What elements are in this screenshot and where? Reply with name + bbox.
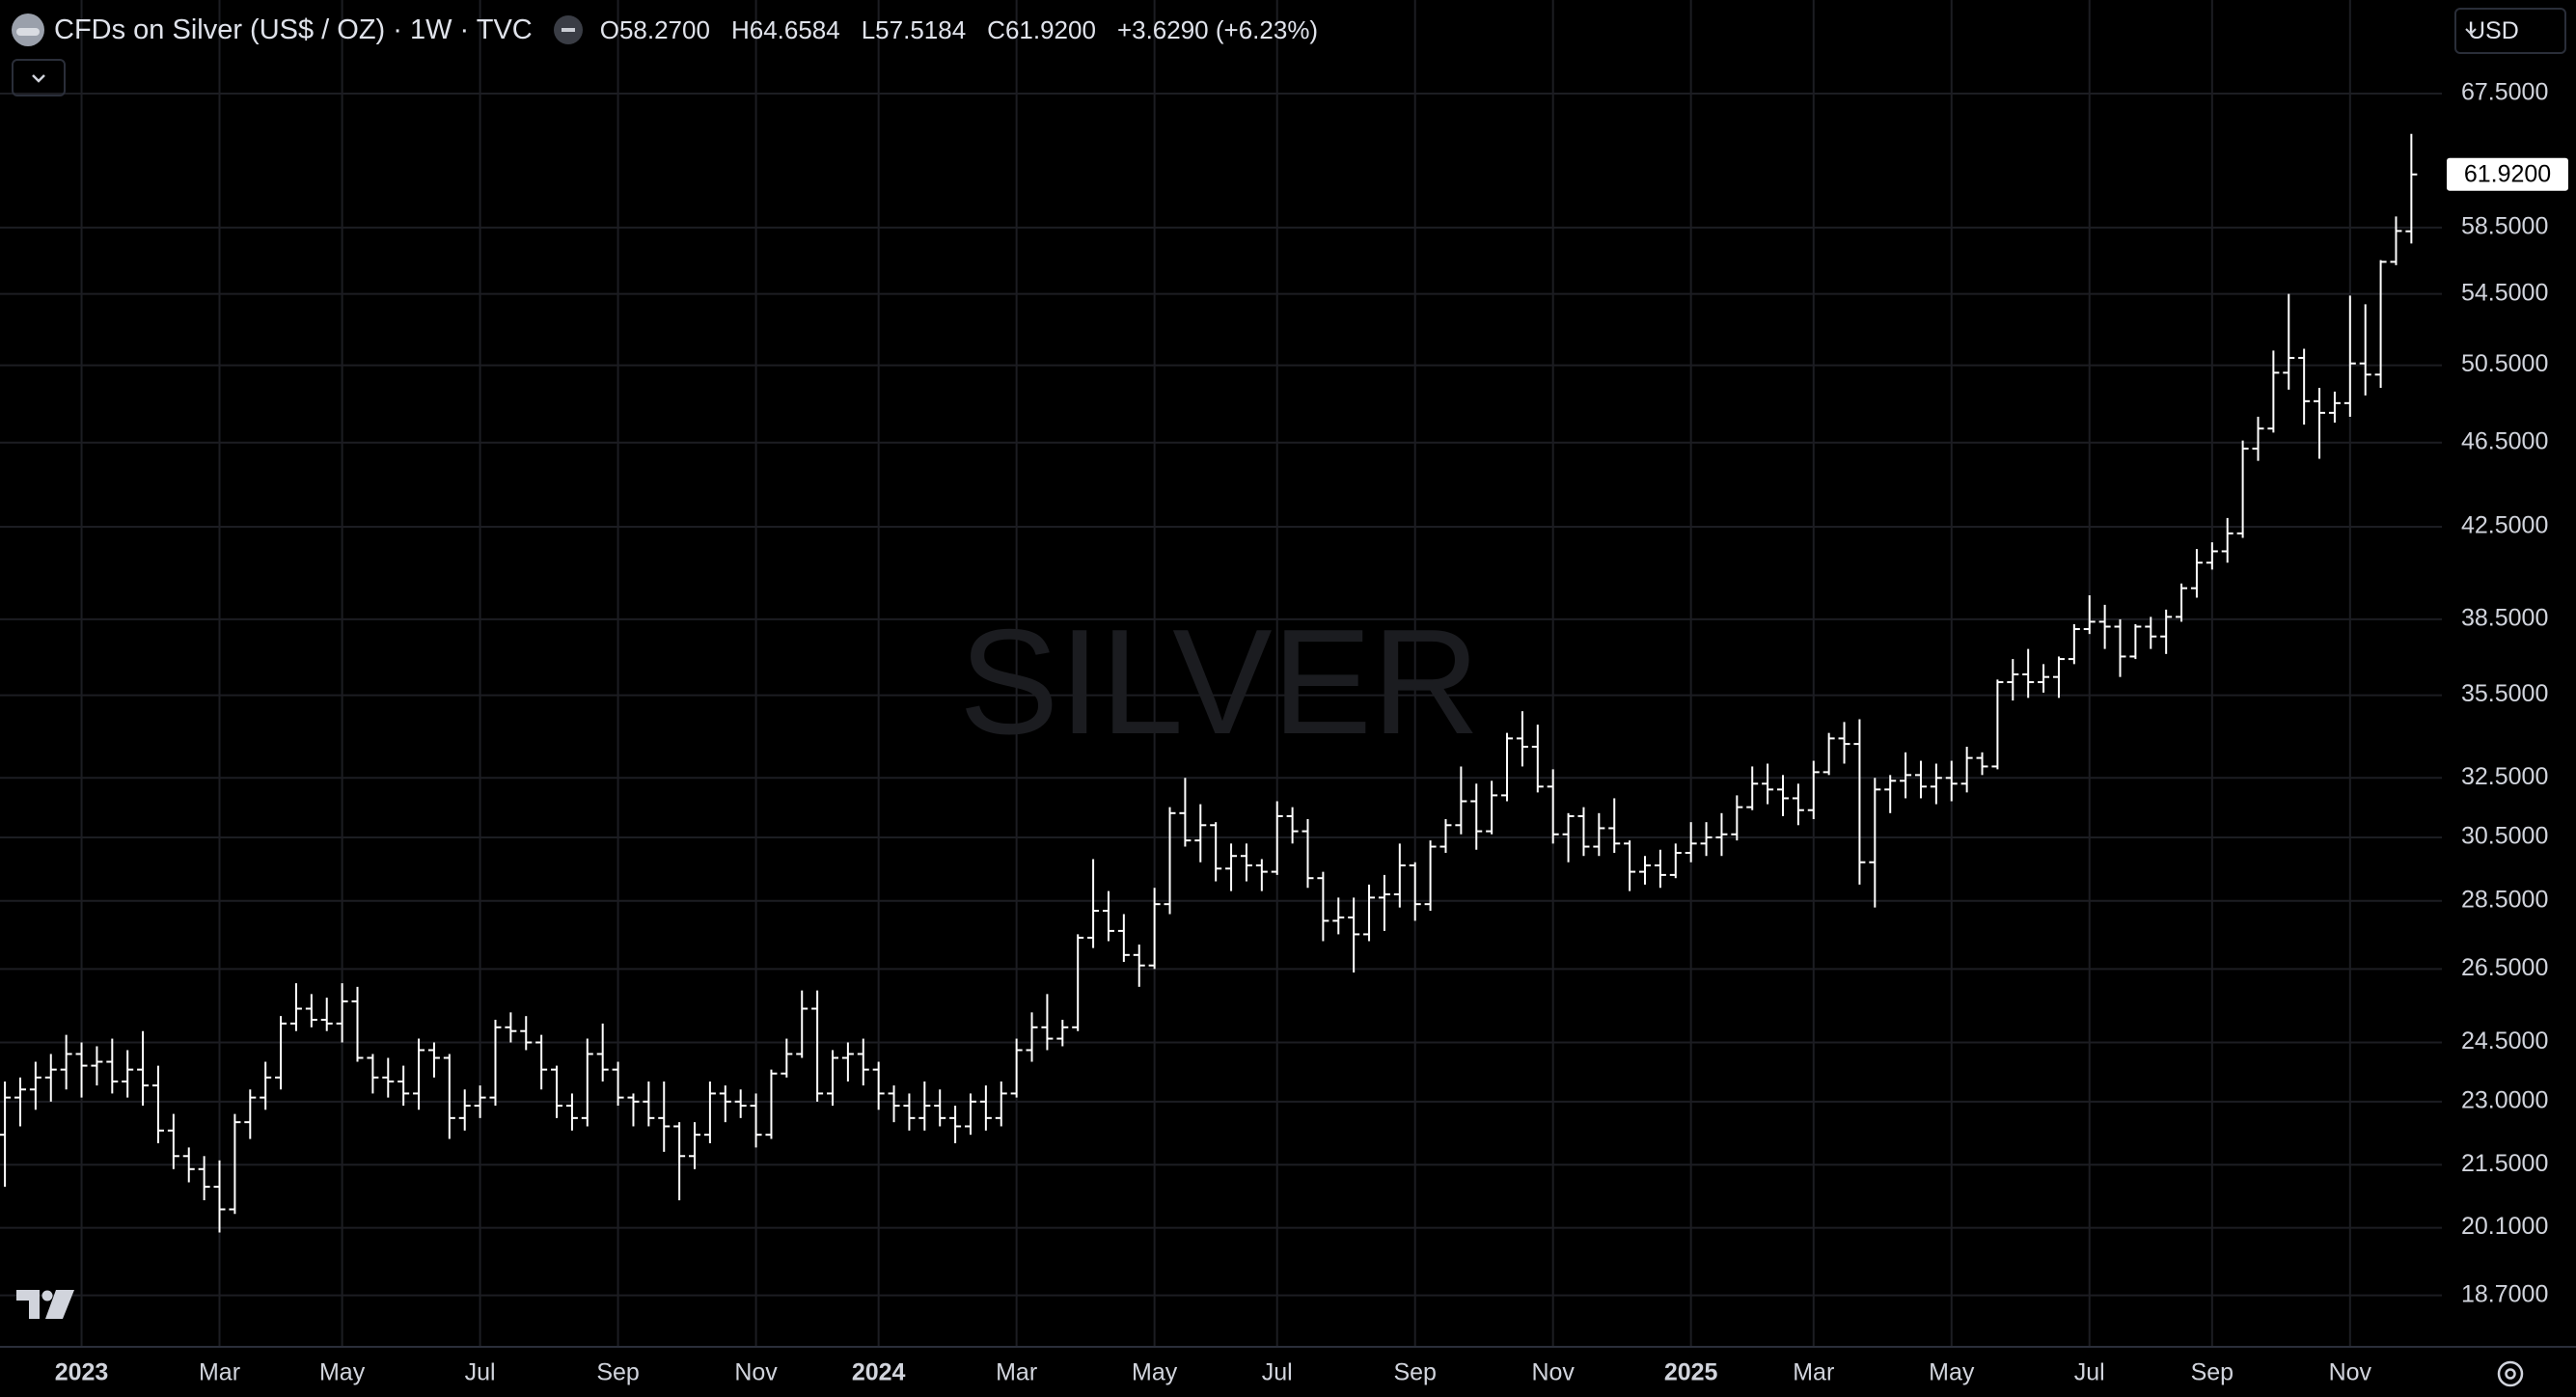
x-tick-label: Nov xyxy=(2329,1359,2372,1386)
x-tick-label: Sep xyxy=(596,1359,639,1386)
legend-close: C61.9200 xyxy=(987,14,1096,44)
chart-title[interactable]: CFDs on Silver (US$ / OZ) · 1W · TVC xyxy=(54,14,533,45)
x-tick-label: May xyxy=(319,1359,366,1386)
y-tick-label: 32.5000 xyxy=(2461,763,2548,790)
last-price-box xyxy=(2447,157,2568,191)
legend-low: L57.5184 xyxy=(861,14,967,44)
y-tick-label: 46.5000 xyxy=(2461,427,2548,454)
chevron xyxy=(2465,28,2477,36)
x-tick-label: Jul xyxy=(2074,1359,2105,1386)
legend-high: H64.6584 xyxy=(730,14,840,44)
gear xyxy=(2505,1368,2516,1380)
logo-shape xyxy=(45,1290,74,1319)
settings-button[interactable] xyxy=(2497,1360,2524,1387)
x-tick-label: Nov xyxy=(1531,1359,1575,1386)
x-tick-label: Mar xyxy=(199,1359,240,1386)
currency-button[interactable]: USD xyxy=(2454,8,2566,54)
tradingview-logo xyxy=(16,1290,74,1319)
x-tick-label: Mar xyxy=(1793,1359,1834,1386)
x-tick-label: May xyxy=(1929,1359,1975,1386)
logo-shape xyxy=(16,1290,40,1319)
x-tick-label: 2025 xyxy=(1664,1359,1718,1386)
collapse-button[interactable] xyxy=(12,59,66,96)
x-tick-label: May xyxy=(1132,1359,1178,1386)
x-tick-label: 2024 xyxy=(852,1359,906,1386)
y-tick-label: 18.7000 xyxy=(2461,1280,2548,1307)
chevron xyxy=(32,74,45,83)
x-tick-label: Jul xyxy=(465,1359,496,1386)
x-tick-label: Sep xyxy=(1393,1359,1436,1386)
currency-label: USD xyxy=(2468,16,2519,44)
legend-change: +3.6290 (+6.23%) xyxy=(1116,14,1319,44)
gear xyxy=(2497,1360,2524,1387)
x-tick-label: Jul xyxy=(1262,1359,1293,1386)
y-tick-label: 67.5000 xyxy=(2461,79,2548,106)
y-tick-label: 38.5000 xyxy=(2461,605,2548,632)
last-price-label: 61.9200 xyxy=(2464,160,2551,187)
y-tick-label: 21.5000 xyxy=(2461,1150,2548,1177)
y-tick-label: 24.5000 xyxy=(2461,1027,2548,1055)
x-tick-label: Sep xyxy=(2191,1359,2233,1386)
y-tick-label: 42.5000 xyxy=(2461,512,2548,539)
y-tick-label: 28.5000 xyxy=(2461,886,2548,913)
x-tick-label: 2023 xyxy=(55,1359,109,1386)
x-tick-label: Nov xyxy=(734,1359,778,1386)
legend-header: CFDs on Silver (US$ / OZ) · 1W · TVC O58… xyxy=(12,10,1339,50)
y-tick-label: 58.5000 xyxy=(2461,213,2548,240)
y-tick-label: 26.5000 xyxy=(2461,954,2548,981)
y-tick-label: 30.5000 xyxy=(2461,823,2548,850)
y-tick-label: 20.1000 xyxy=(2461,1213,2548,1240)
status-icon[interactable] xyxy=(553,15,583,44)
x-tick-label: Mar xyxy=(996,1359,1037,1386)
y-tick-label: 50.5000 xyxy=(2461,350,2548,377)
logo-shape xyxy=(41,1290,53,1301)
watermark: SILVER xyxy=(959,598,1480,765)
symbol-icon xyxy=(12,14,44,46)
y-tick-label: 23.0000 xyxy=(2461,1086,2548,1113)
y-tick-label: 54.5000 xyxy=(2461,279,2548,306)
y-tick-label: 35.5000 xyxy=(2461,680,2548,707)
legend-open: O58.2700 xyxy=(599,14,710,44)
